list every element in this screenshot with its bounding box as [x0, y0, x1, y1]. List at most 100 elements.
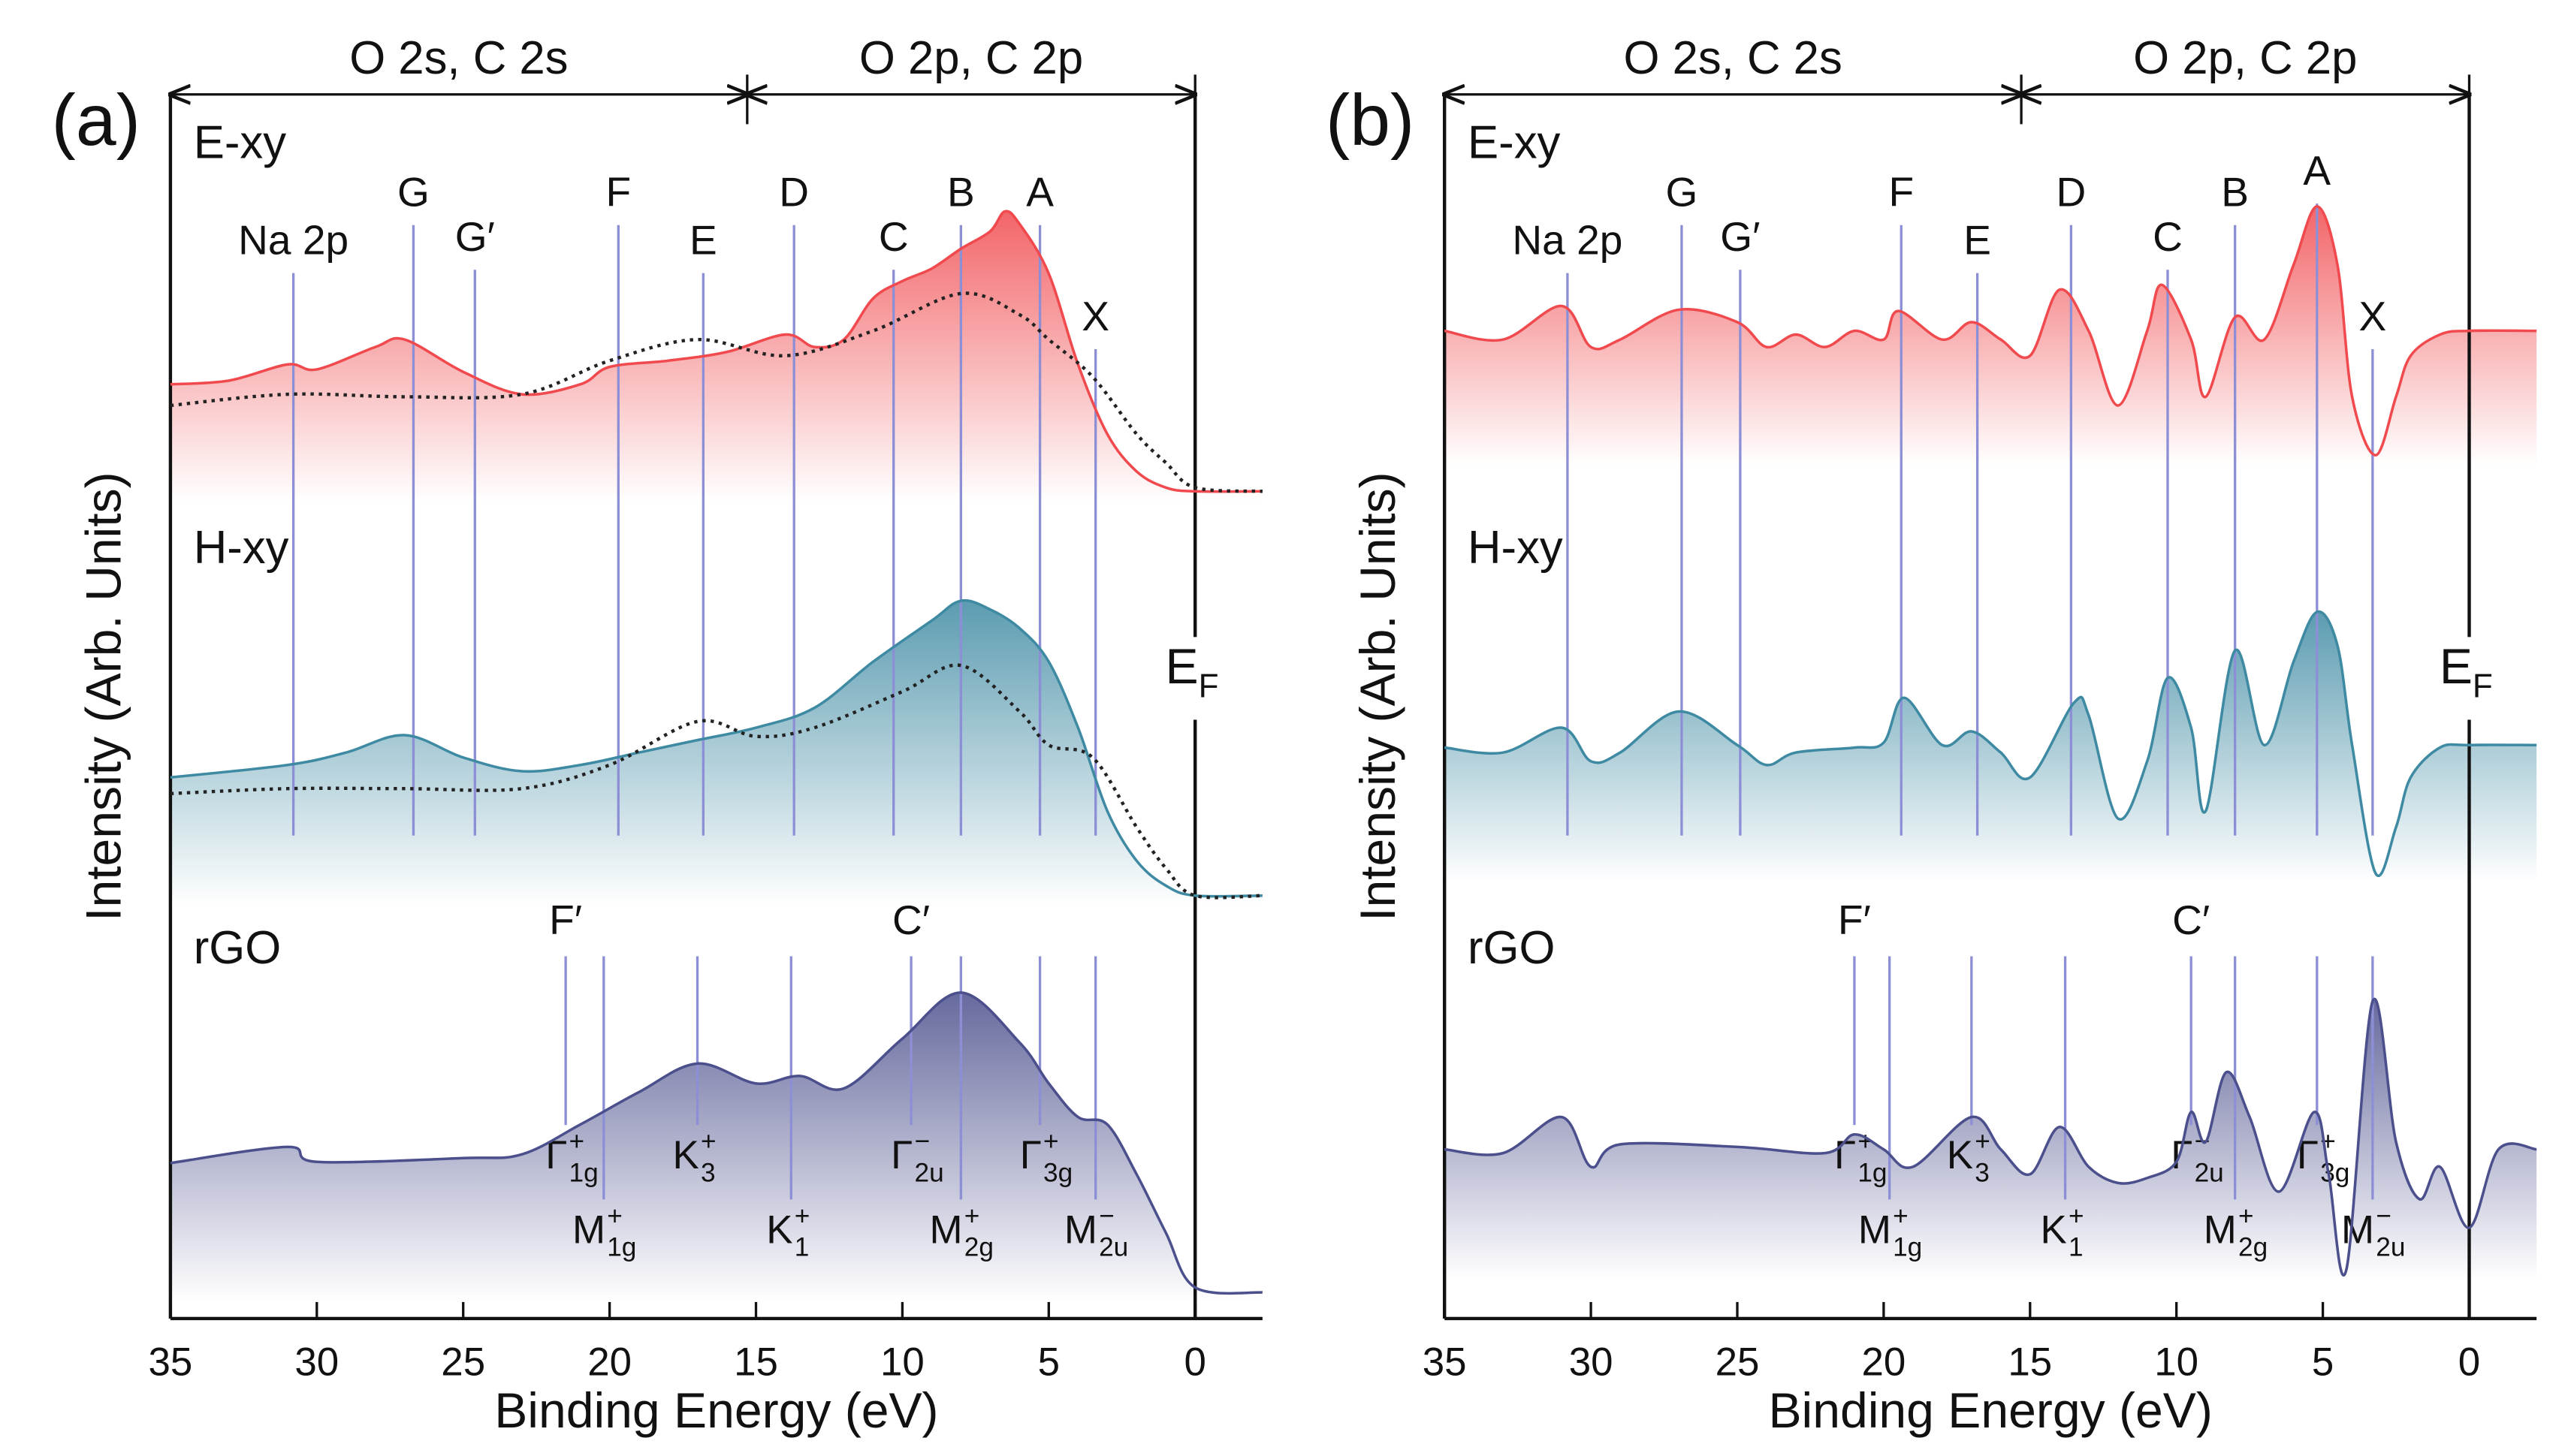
spectrum-curve	[1444, 205, 2537, 457]
x-tick-label: 35	[149, 1340, 193, 1385]
region-label: O 2s, C 2s	[349, 32, 568, 84]
state-symbol: Γ	[1020, 1133, 1042, 1177]
x-tick-label: 5	[1038, 1340, 1060, 1385]
spectrum-curve	[170, 991, 1263, 1295]
state-sub: 2u	[2376, 1233, 2405, 1262]
state-sup: +	[1857, 1127, 1873, 1156]
state-sub: 2u	[915, 1159, 944, 1188]
reference-curve	[170, 663, 1263, 900]
state-sub: 2g	[2238, 1233, 2268, 1262]
region-label: O 2p, C 2p	[2133, 32, 2357, 84]
fermi-label-sub: F	[2473, 668, 2493, 704]
panel: 35 30 25 20 15 10 5 0 Binding Energy (eV) Intensi…	[1326, 32, 2537, 1439]
state-symbol: K	[766, 1207, 792, 1252]
state-symbol: M	[1858, 1207, 1891, 1252]
rgo-peak-label: F′	[1838, 897, 1871, 943]
peak-label: G′	[455, 213, 495, 260]
state-sub: 3g	[1043, 1159, 1073, 1188]
state-sup: +	[2238, 1201, 2254, 1231]
state-sup: +	[1043, 1127, 1059, 1156]
peak-label: C	[879, 213, 909, 260]
state-sub: 3	[1975, 1159, 1990, 1188]
area-fill	[170, 600, 1263, 906]
peak-label: E	[690, 217, 717, 264]
state-sub: 1	[2069, 1233, 2084, 1262]
state-sub: 3g	[2320, 1159, 2349, 1188]
area-fill	[170, 211, 1263, 502]
x-axis-label: Binding Energy (eV)	[494, 1383, 938, 1439]
x-tick-label: 10	[880, 1340, 925, 1385]
area-fill	[1444, 999, 2537, 1280]
panel-title: (b)	[1326, 79, 1414, 161]
series-label: E-xy	[1468, 116, 1561, 168]
state-sup: +	[569, 1127, 585, 1156]
state-sup: +	[795, 1201, 810, 1231]
state-symbol: Γ	[545, 1133, 567, 1177]
state-symbol: K	[672, 1133, 699, 1177]
state-symbol: M	[2341, 1207, 2374, 1252]
state-sub: 2u	[1099, 1233, 1128, 1262]
state-symbol: Γ	[891, 1133, 913, 1177]
state-sub: 1	[795, 1233, 810, 1262]
peak-label: D	[779, 169, 809, 216]
series-label: H-xy	[1468, 522, 1563, 574]
area-fill	[1444, 206, 2537, 466]
rgo-peak-label: C′	[2172, 897, 2210, 943]
state-sup: +	[964, 1201, 980, 1231]
state-sub: 2g	[964, 1233, 994, 1262]
peak-label: X	[1082, 293, 1109, 339]
peak-label: G	[397, 169, 430, 216]
x-tick-label: 20	[587, 1340, 632, 1385]
state-symbol: M	[572, 1207, 605, 1252]
spectrum-curve	[1444, 997, 2537, 1277]
y-axis-label: Intensity (Arb. Units)	[77, 472, 132, 921]
peak-label: C	[2153, 213, 2183, 260]
peak-label: D	[2056, 169, 2086, 216]
state-sub: 1g	[607, 1233, 636, 1262]
state-symbol: Γ	[2171, 1133, 2192, 1177]
x-tick-label: 5	[2312, 1340, 2334, 1385]
state-symbol: K	[2041, 1207, 2067, 1252]
series-label: E-xy	[194, 116, 287, 168]
spectrum-curve	[170, 598, 1263, 898]
rgo-peak-label: F′	[549, 897, 582, 943]
spectrum-curve	[1444, 610, 2537, 877]
x-tick-label: 0	[1184, 1340, 1206, 1385]
peak-label: A	[2303, 147, 2331, 194]
fermi-label-bg	[1162, 637, 1236, 720]
x-tick-label: 15	[734, 1340, 778, 1385]
region-label: O 2p, C 2p	[859, 32, 1083, 84]
state-sup: −	[1099, 1201, 1115, 1231]
series-label: H-xy	[194, 522, 289, 574]
state-sub: 2u	[2195, 1159, 2224, 1188]
panel-title: (a)	[52, 79, 140, 161]
state-symbol: M	[1064, 1207, 1097, 1252]
state-sup: +	[607, 1201, 623, 1231]
state-sup: +	[1893, 1201, 1909, 1231]
fermi-label-sub: F	[1199, 668, 1219, 704]
x-tick-label: 25	[441, 1340, 485, 1385]
state-sup: +	[2069, 1201, 2084, 1231]
peak-label: B	[2221, 169, 2249, 216]
state-sub: 1g	[1893, 1233, 1922, 1262]
peak-label: Na 2p	[238, 217, 349, 264]
region-label: O 2s, C 2s	[1623, 32, 1842, 84]
state-sup: −	[915, 1127, 931, 1156]
state-symbol: M	[2204, 1207, 2237, 1252]
x-tick-label: 30	[1569, 1340, 1613, 1385]
area-fill	[1444, 611, 2537, 884]
state-sub: 1g	[1857, 1159, 1887, 1188]
peak-label: F	[605, 169, 631, 216]
x-tick-label: 15	[2008, 1340, 2052, 1385]
spectrum-curve	[170, 210, 1263, 493]
state-sub: 3	[701, 1159, 716, 1188]
state-sup: −	[2376, 1201, 2391, 1231]
y-axis-label: Intensity (Arb. Units)	[1350, 472, 1406, 921]
state-sup: +	[1975, 1127, 1990, 1156]
panel: 35 30 25 20 15 10 5 0 Binding Energy (eV) Intensi…	[52, 32, 1263, 1439]
series-label: rGO	[1468, 922, 1555, 974]
x-tick-label: 30	[294, 1340, 339, 1385]
state-symbol: K	[1947, 1133, 1973, 1177]
fermi-label: E	[1166, 639, 1199, 695]
